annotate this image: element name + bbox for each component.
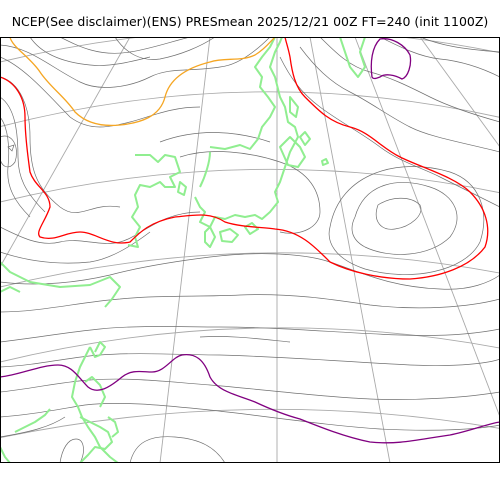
contour-purple-bottom	[0, 353, 500, 444]
contour-red-left	[0, 37, 489, 280]
longitude-lines	[0, 37, 500, 463]
map-panel	[0, 37, 500, 463]
pressure-map	[0, 37, 500, 463]
isobars	[0, 37, 500, 463]
latitude-lines	[0, 37, 500, 439]
contour-orange	[9, 37, 276, 127]
coastlines	[0, 37, 366, 463]
small-isobar-left	[7, 144, 15, 152]
contour-purple-top	[370, 38, 412, 80]
map-title: NCEP(See disclaimer)(ENS) PRESmean 2025/…	[11, 14, 489, 29]
